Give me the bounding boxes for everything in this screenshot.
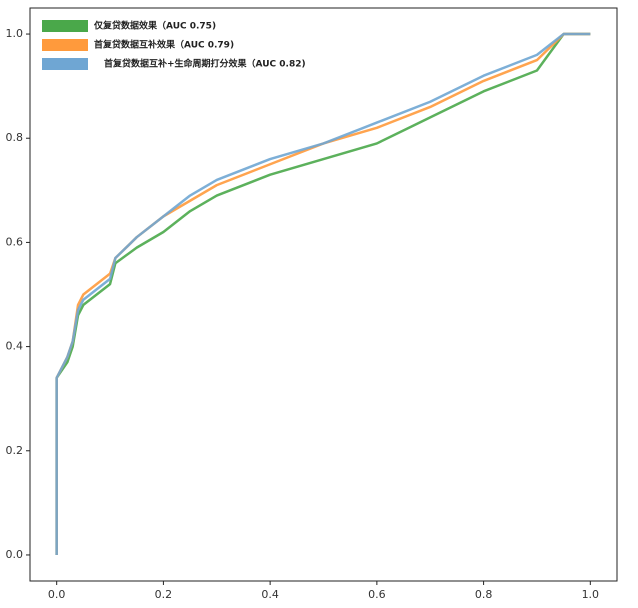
y-tick-label: 1.0	[6, 27, 24, 40]
legend-label: 首复贷数据互补+生命周期打分效果（AUC 0.82)	[104, 58, 306, 70]
x-tick-label: 0.4	[261, 588, 279, 601]
y-tick-label: 0.2	[6, 444, 24, 457]
y-tick-label: 0.0	[6, 548, 24, 561]
series-line	[55, 32, 591, 555]
legend-swatch	[42, 39, 88, 51]
legend-label: 仅复贷数据效果（AUC 0.75)	[93, 20, 216, 32]
x-tick-label: 0.8	[475, 588, 493, 601]
series-line	[55, 32, 591, 555]
y-tick-label: 0.8	[6, 131, 24, 144]
x-tick-label: 0.0	[48, 588, 66, 601]
series-line	[55, 32, 591, 555]
y-tick-label: 0.6	[6, 235, 24, 248]
y-tick-label: 0.4	[6, 340, 24, 353]
legend-label: 首复贷数据互补效果（AUC 0.79)	[94, 39, 234, 51]
legend-swatch	[42, 58, 88, 70]
x-tick-label: 0.6	[368, 588, 386, 601]
plot-frame	[29, 7, 618, 582]
x-tick-label: 1.0	[582, 588, 600, 601]
legend-swatch	[42, 20, 88, 32]
x-tick-label: 0.2	[155, 588, 173, 601]
